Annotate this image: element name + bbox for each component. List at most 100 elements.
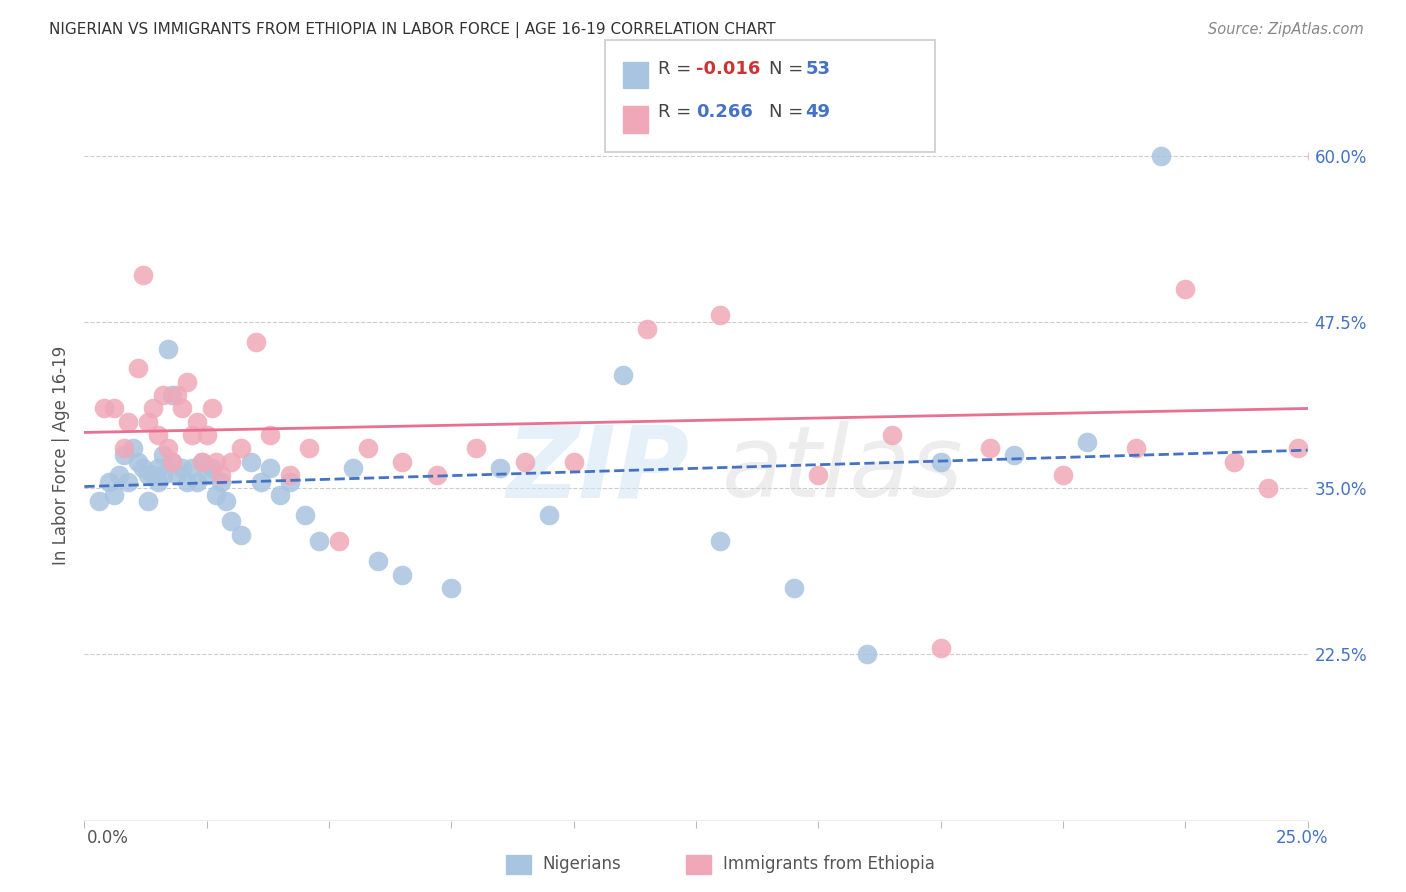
- Point: [269, 488, 291, 502]
- Point: [146, 461, 169, 475]
- Text: 0.266: 0.266: [696, 103, 752, 120]
- Point: [1052, 467, 1074, 482]
- Text: 25.0%: 25.0%: [1277, 829, 1329, 847]
- Point: [929, 454, 952, 468]
- Point: [107, 467, 129, 482]
- Point: [195, 467, 218, 482]
- Point: [440, 581, 463, 595]
- Point: [1223, 454, 1246, 468]
- Point: [209, 467, 232, 482]
- Point: [181, 461, 204, 475]
- Point: [152, 448, 174, 462]
- Point: [259, 461, 281, 475]
- Text: NIGERIAN VS IMMIGRANTS FROM ETHIOPIA IN LABOR FORCE | AGE 16-19 CORRELATION CHAR: NIGERIAN VS IMMIGRANTS FROM ETHIOPIA IN …: [49, 22, 776, 38]
- Point: [152, 467, 174, 482]
- Point: [176, 375, 198, 389]
- Point: [122, 442, 145, 456]
- Point: [294, 508, 316, 522]
- Point: [1150, 149, 1173, 163]
- Point: [328, 534, 350, 549]
- Point: [219, 515, 242, 529]
- Point: [191, 454, 214, 468]
- Point: [239, 454, 262, 468]
- Point: [127, 454, 149, 468]
- Point: [1125, 442, 1147, 456]
- Text: atlas: atlas: [721, 421, 963, 518]
- Point: [142, 467, 165, 482]
- Text: Nigerians: Nigerians: [543, 855, 621, 873]
- Point: [136, 415, 159, 429]
- Point: [136, 494, 159, 508]
- Point: [1002, 448, 1025, 462]
- Point: [162, 388, 184, 402]
- Text: R =: R =: [658, 103, 692, 120]
- Point: [562, 454, 585, 468]
- Point: [1286, 442, 1309, 456]
- Text: -0.016: -0.016: [696, 60, 761, 78]
- Point: [200, 461, 222, 475]
- Point: [219, 454, 242, 468]
- Text: N =: N =: [769, 60, 803, 78]
- Point: [783, 581, 806, 595]
- Point: [93, 401, 115, 416]
- Point: [636, 321, 658, 335]
- Point: [162, 454, 184, 468]
- Point: [426, 467, 449, 482]
- Point: [200, 401, 222, 416]
- Point: [127, 361, 149, 376]
- Point: [136, 467, 159, 482]
- Point: [1174, 282, 1197, 296]
- Point: [209, 475, 232, 489]
- Point: [245, 334, 267, 349]
- Point: [357, 442, 380, 456]
- Point: [612, 368, 634, 383]
- Text: Source: ZipAtlas.com: Source: ZipAtlas.com: [1208, 22, 1364, 37]
- Point: [367, 554, 389, 568]
- Point: [146, 475, 169, 489]
- Point: [103, 401, 125, 416]
- Point: [132, 461, 155, 475]
- Point: [308, 534, 330, 549]
- Point: [103, 488, 125, 502]
- Point: [156, 342, 179, 356]
- Point: [464, 442, 486, 456]
- Point: [929, 640, 952, 655]
- Point: [391, 567, 413, 582]
- Point: [166, 388, 188, 402]
- Point: [181, 428, 204, 442]
- Point: [342, 461, 364, 475]
- Text: 0.0%: 0.0%: [87, 829, 129, 847]
- Point: [152, 388, 174, 402]
- Point: [880, 428, 903, 442]
- Point: [172, 461, 194, 475]
- Text: 53: 53: [806, 60, 831, 78]
- Point: [856, 648, 879, 662]
- Text: 49: 49: [806, 103, 831, 120]
- Point: [249, 475, 271, 489]
- Point: [195, 428, 218, 442]
- Point: [146, 428, 169, 442]
- Point: [1076, 434, 1098, 449]
- Point: [709, 308, 731, 322]
- Point: [278, 467, 301, 482]
- Point: [112, 448, 135, 462]
- Point: [229, 442, 252, 456]
- Point: [205, 488, 228, 502]
- Point: [186, 415, 208, 429]
- Point: [142, 401, 165, 416]
- Point: [191, 454, 214, 468]
- Point: [391, 454, 413, 468]
- Point: [162, 454, 184, 468]
- Text: R =: R =: [658, 60, 692, 78]
- Point: [117, 415, 139, 429]
- Text: Immigrants from Ethiopia: Immigrants from Ethiopia: [723, 855, 935, 873]
- Y-axis label: In Labor Force | Age 16-19: In Labor Force | Age 16-19: [52, 345, 70, 565]
- Point: [298, 442, 321, 456]
- Point: [132, 268, 155, 283]
- Point: [1306, 149, 1329, 163]
- Text: ZIP: ZIP: [506, 421, 689, 518]
- Point: [176, 475, 198, 489]
- Point: [538, 508, 561, 522]
- Point: [117, 475, 139, 489]
- Point: [489, 461, 512, 475]
